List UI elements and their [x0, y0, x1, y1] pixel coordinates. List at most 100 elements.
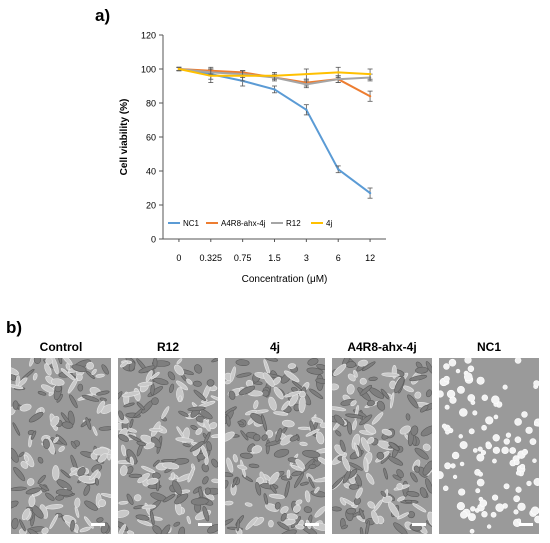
cell-shape	[20, 461, 29, 469]
cell-shape	[176, 358, 183, 365]
cell-shape	[146, 477, 159, 485]
cell-shape	[55, 494, 65, 501]
micrograph-image	[225, 358, 325, 534]
chart-legend: NC1 A4R8-ahx-4j R12 4j	[168, 219, 332, 228]
cell-shape	[444, 462, 452, 470]
cell-shape	[514, 436, 522, 444]
cell-shape	[119, 361, 128, 368]
x-tick-label: 6	[336, 253, 341, 263]
cell-shape	[443, 375, 450, 383]
cell-shape	[136, 402, 145, 411]
data-point	[368, 191, 372, 195]
cell-shape	[279, 529, 297, 534]
cell-shape	[359, 377, 367, 385]
cell-shape	[98, 499, 107, 508]
cell-shape	[275, 428, 282, 443]
cell-shape	[333, 414, 345, 426]
cell-shape	[33, 358, 41, 364]
cell-shape	[394, 376, 405, 394]
cell-shape	[293, 504, 301, 513]
scale-bar	[305, 523, 319, 526]
cell-shape	[262, 372, 275, 387]
cell-shape	[240, 430, 249, 441]
cell-shape	[138, 365, 156, 374]
y-tick-label: 60	[146, 133, 156, 143]
cell-shape	[332, 476, 344, 490]
cell-shape	[407, 394, 419, 409]
cell-shape	[514, 358, 522, 364]
series-4j	[176, 66, 373, 83]
cell-shape	[478, 471, 483, 477]
cell-shape	[101, 364, 109, 375]
cell-shape	[390, 392, 395, 409]
cell-shape	[457, 385, 465, 394]
cell-shape	[277, 521, 290, 531]
cell-shape	[286, 469, 291, 479]
cell-shape	[170, 472, 175, 480]
cell-shape	[476, 453, 485, 462]
cell-shape	[442, 485, 449, 492]
cell-shape	[23, 454, 29, 462]
cell-shape	[121, 391, 141, 398]
cell-shape	[52, 465, 60, 481]
cell-shape	[315, 378, 325, 385]
cell-shape	[414, 447, 429, 460]
cell-shape	[311, 417, 324, 423]
cell-shape	[193, 389, 207, 402]
cell-shape	[169, 383, 175, 393]
cell-shape	[118, 509, 130, 518]
cell-shape	[27, 528, 41, 534]
cell-shape	[481, 424, 487, 431]
cell-shape	[515, 486, 522, 493]
cell-shape	[253, 400, 259, 410]
cell-shape	[149, 510, 155, 526]
cell-shape	[290, 465, 304, 472]
panel-b-label: b)	[6, 318, 23, 337]
cell-shape	[160, 458, 177, 463]
cell-shape	[268, 493, 285, 499]
cell-shape	[225, 471, 234, 477]
cell-shape	[407, 511, 415, 519]
cell-shape	[137, 519, 153, 527]
y-tick-label: 40	[146, 167, 156, 177]
cell-shape	[204, 487, 211, 495]
cell-shape	[189, 440, 205, 452]
cell-shape	[190, 497, 209, 506]
cell-shape	[118, 410, 125, 421]
cell-shape	[304, 490, 311, 503]
cell-shape	[396, 469, 404, 478]
cell-shape	[187, 466, 195, 483]
cell-shape	[118, 391, 123, 402]
cell-texture	[332, 358, 432, 534]
cell-shape	[353, 369, 358, 378]
cell-shape	[491, 395, 500, 404]
cell-shape	[350, 400, 357, 407]
cell-shape	[445, 429, 450, 435]
cell-shape	[123, 402, 135, 408]
cell-shape	[505, 432, 512, 438]
cell-shape	[485, 442, 492, 450]
cell-shape	[480, 450, 487, 456]
cell-shape	[274, 501, 281, 510]
cell-shape	[439, 471, 444, 480]
cell-shape	[521, 448, 529, 456]
cell-shape	[84, 500, 98, 511]
cell-shape	[371, 412, 384, 425]
cell-shape	[225, 518, 234, 528]
cell-shape	[419, 487, 428, 498]
cell-shape	[291, 470, 303, 477]
cell-shape	[280, 475, 293, 481]
cell-shape	[529, 438, 537, 446]
cell-shape	[238, 385, 256, 396]
cell-shape	[425, 389, 432, 398]
cell-shape	[472, 410, 478, 416]
cell-shape	[439, 390, 444, 398]
cell-shape	[265, 439, 270, 455]
cell-shape	[402, 385, 414, 393]
cell-shape	[28, 411, 44, 423]
cell-shape	[441, 423, 447, 429]
cell-shape	[11, 374, 17, 381]
cell-shape	[314, 486, 320, 494]
cell-shape	[514, 459, 520, 466]
cell-shape	[128, 361, 136, 372]
